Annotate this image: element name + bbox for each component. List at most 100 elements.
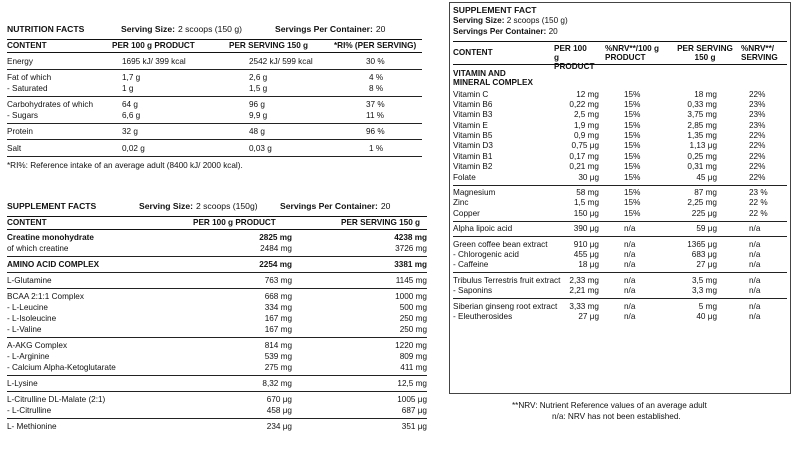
value-perserving: 1,5 g <box>249 83 268 93</box>
value-ri: 96 % <box>366 126 385 136</box>
table-row: Copper 150 μg 15% 225 μg 22 % <box>453 208 787 218</box>
table-row: - Saponins 2,21 mg n/a 3,3 mg n/a <box>453 286 787 296</box>
nrv-perserving: n/a <box>749 239 761 249</box>
nutrient-name: Fat of which <box>7 72 52 82</box>
nrv-footnote: **NRV: Nutrient Reference values of an a… <box>512 401 707 410</box>
value-perserving: 1000 mg <box>395 291 427 301</box>
supplement-left-table-header: CONTENT PER 100 g PRODUCT PER SERVING 15… <box>7 216 427 230</box>
table-row: - L-Isoleucine 167 mg 250 mg <box>7 313 427 324</box>
ingredient-name: - L-Arginine <box>7 351 50 361</box>
value-perserving: 0,31 mg <box>687 162 717 172</box>
nrv-per100: 15% <box>624 172 641 182</box>
supplement-right-servings-label: Servings Per Container: <box>453 27 547 36</box>
ingredient-name: Vitamin E <box>453 120 488 130</box>
value-ri: 37 % <box>366 99 385 109</box>
value-perserving: 225 μg <box>691 208 717 218</box>
nrv-perserving: 22% <box>749 162 766 172</box>
nutrition-col-perserving: PER SERVING 150 g <box>229 40 309 50</box>
table-row: Vitamin D3 0,75 μg 15% 1,13 μg 22% <box>453 141 787 151</box>
ingredient-name: - L-Leucine <box>7 302 48 312</box>
supplement-right-body: Vitamin C 12 mg 15% 18 mg 22% Vitamin B6 0,22 … <box>453 89 787 322</box>
nrv-per100: 15% <box>624 162 641 172</box>
value-per100: 30 μg <box>578 172 599 182</box>
ingredient-name: - L-Isoleucine <box>7 313 57 323</box>
nrv-perserving: 23% <box>749 110 766 120</box>
table-row: Salt 0,02 g 0,03 g 1 % <box>7 143 422 154</box>
ingredient-name: Tribulus Terrestris fruit extract <box>453 275 561 285</box>
ingredient-name: - Saponins <box>453 286 493 296</box>
nrv-perserving: 23% <box>749 120 766 130</box>
nrv-perserving: 22% <box>749 151 766 161</box>
value-per100: 32 g <box>122 126 138 136</box>
value-per100: 64 g <box>122 99 138 109</box>
row-divider <box>7 375 427 376</box>
ingredient-name: - L-Citrulline <box>7 405 52 415</box>
nrv-perserving: n/a <box>749 286 761 296</box>
supplement-right-serving-size-label: Serving Size: <box>453 16 505 25</box>
value-per100: 1,5 mg <box>573 198 599 208</box>
nutrition-table-header: CONTENT PER 100 g PRODUCT PER SERVING 15… <box>7 39 422 53</box>
table-row: - Caffeine 18 μg n/a 27 μg n/a <box>453 260 787 270</box>
table-row: Vitamin C 12 mg 15% 18 mg 22% <box>453 89 787 99</box>
value-per100: 150 μg <box>573 208 599 218</box>
value-perserving: 1005 μg <box>397 394 427 404</box>
value-perserving: 250 mg <box>399 313 427 323</box>
nutrition-col-per100: PER 100 g PRODUCT <box>112 40 195 50</box>
nutrition-col-ri: *RI% (PER SERVING) <box>334 40 417 50</box>
nrv-perserving: 22% <box>749 141 766 151</box>
nrv-perserving: 22 % <box>749 198 768 208</box>
supplement-right-table-header: CONTENT PER 100 g PRODUCT %NRV**/100 g P… <box>453 41 787 71</box>
nutrition-serving-size-label: Serving Size: <box>121 24 175 34</box>
nrv-per100: n/a <box>624 286 636 296</box>
ingredient-name: - Eleutherosides <box>453 311 513 321</box>
value-perserving: 687 μg <box>401 405 427 415</box>
nrv-perserving: n/a <box>749 224 761 234</box>
nrv-per100: 15% <box>624 89 641 99</box>
nrv-perserving: n/a <box>749 260 761 270</box>
value-per100: 2254 mg <box>259 259 292 269</box>
value-perserving: 2,6 g <box>249 72 268 82</box>
nutrition-serving-size-value: 2 scoops (150 g) <box>177 24 242 34</box>
supplement-right-col-nrv100: %NRV**/100 g PRODUCT <box>605 44 660 62</box>
value-per100: 12 mg <box>576 89 599 99</box>
table-row: Magnesium 58 mg 15% 87 mg 23 % <box>453 188 787 198</box>
value-perserving: 2,25 mg <box>687 198 717 208</box>
table-row: L-Lysine 8,32 mg 12,5 mg <box>7 378 427 389</box>
supplement-right-col-perserving: PER SERVING 150 g <box>677 44 733 62</box>
row-divider <box>453 184 787 186</box>
value-per100: 814 mg <box>264 340 292 350</box>
supplement-right-title: SUPPLEMENT FACT <box>453 5 537 15</box>
nrv-per100: 15% <box>624 141 641 151</box>
supplement-facts-left-panel: SUPPLEMENT FACTS Serving Size: 2 scoops … <box>7 202 427 432</box>
supplement-left-servings-label: Servings Per Container: <box>279 201 378 211</box>
value-per100: 1695 kJ/ 399 kcal <box>122 56 186 66</box>
nutrition-facts-panel: NUTRITION FACTS Serving Size: 2 scoops (… <box>7 25 422 171</box>
supplement-right-col-per100: PER 100 g PRODUCT <box>554 44 595 71</box>
table-row: Protein 32 g 48 g 96 % <box>7 126 422 137</box>
value-per100: 0,75 μg <box>571 141 599 151</box>
table-row: L-Citrulline DL-Malate (2:1) 670 μg 1005 μ… <box>7 394 427 405</box>
value-per100: 167 mg <box>264 313 292 323</box>
nrv-per100: 15% <box>624 120 641 130</box>
nutrition-title: NUTRITION FACTS <box>7 24 85 34</box>
nrv-per100: 15% <box>624 131 641 141</box>
ingredient-name: Siberian ginseng root extract <box>453 301 558 311</box>
nutrition-header: NUTRITION FACTS Serving Size: 2 scoops (… <box>7 25 422 39</box>
value-per100: 334 mg <box>264 302 292 312</box>
value-perserving: 96 g <box>249 99 265 109</box>
table-row: - Eleutherosides 27 μg n/a 40 μg n/a <box>453 311 787 321</box>
row-divider <box>7 337 427 338</box>
nrv-per100: 15% <box>624 110 641 120</box>
ingredient-name: - L-Valine <box>7 324 42 334</box>
table-row: Alpha lipoic acid 390 μg n/a 59 μg n/a <box>453 224 787 234</box>
value-ri: 4 % <box>369 72 384 82</box>
row-divider <box>7 139 422 140</box>
ingredient-name: Vitamin D3 <box>453 141 493 151</box>
supplement-left-col-perserving: PER SERVING 150 g <box>341 217 421 227</box>
value-per100: 2,33 mg <box>569 275 599 285</box>
value-per100: 18 μg <box>578 260 599 270</box>
nutrition-servings-value: 20 <box>375 24 386 34</box>
ingredient-name: Alpha lipoic acid <box>453 224 513 234</box>
supplement-right-servings-value: 20 <box>548 27 558 36</box>
ingredient-name: - Caffeine <box>453 260 489 270</box>
